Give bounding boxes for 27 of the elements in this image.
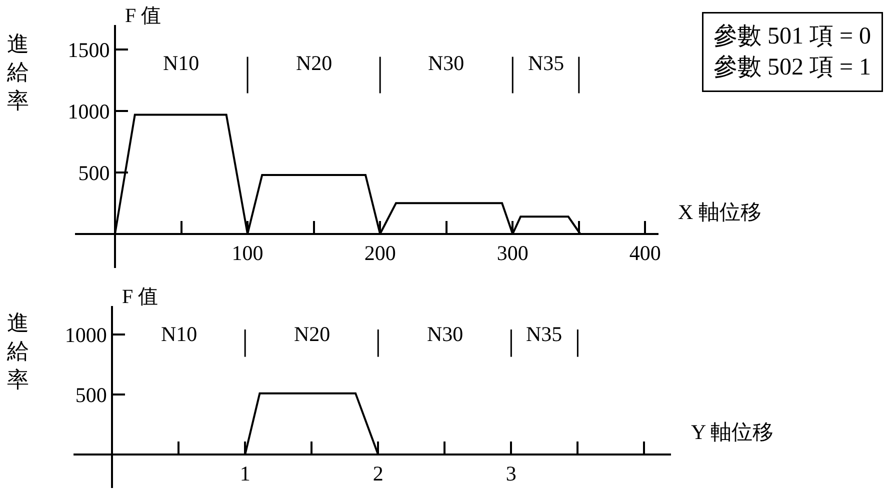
x-tick-label: 400 xyxy=(629,241,661,266)
x-tick-label: 2 xyxy=(372,462,384,486)
y-tick-label: 1000 xyxy=(68,99,110,124)
x-axis-title: Y 軸位移 xyxy=(691,420,774,444)
x-tick-label: 1 xyxy=(240,462,250,486)
x-axis-title: X 軸位移 xyxy=(678,200,762,224)
x-tick-label: 100 xyxy=(232,241,264,266)
y-axis-title: 進給率 xyxy=(6,32,29,114)
annotation: N20 xyxy=(294,322,330,346)
annotation: N20 xyxy=(296,51,332,75)
annotation: N30 xyxy=(428,51,464,75)
annotation: F 值 xyxy=(122,286,158,308)
y-tick-label: 500 xyxy=(75,382,107,407)
annotation: N35 xyxy=(528,51,564,75)
annotation: N30 xyxy=(427,322,464,346)
annotation: N35 xyxy=(526,322,562,346)
x-tick-label: 200 xyxy=(364,241,396,266)
annotation: N10 xyxy=(163,51,200,75)
annotation: F 值 xyxy=(125,5,162,27)
x-tick-label: 300 xyxy=(496,241,528,266)
y-tick-label: 1500 xyxy=(68,38,110,62)
annotation: N10 xyxy=(161,322,198,346)
y-tick-label: 1000 xyxy=(64,322,107,347)
y-tick-label: 500 xyxy=(78,160,110,185)
y-axis-title: 進給率 xyxy=(6,311,29,394)
text: 參數 501 項 = 0 參數 502 項 = 1 xyxy=(714,24,872,81)
x-tick-label: 3 xyxy=(506,462,516,486)
